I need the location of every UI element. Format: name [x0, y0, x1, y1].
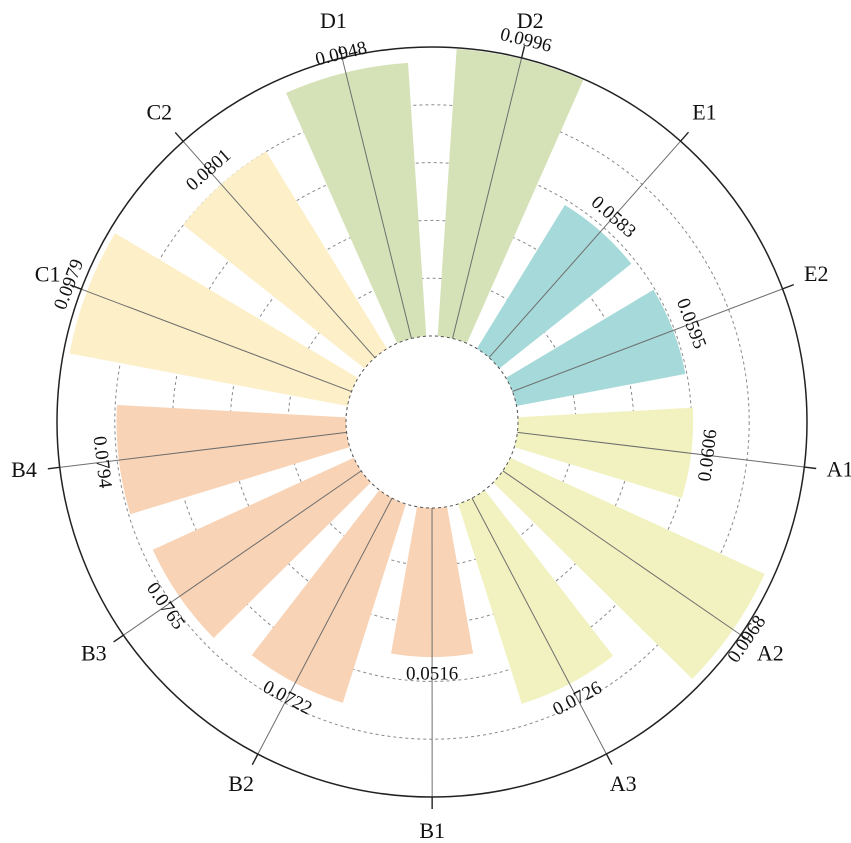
- category-label-c2: C2: [146, 100, 172, 125]
- category-label-e2: E2: [804, 261, 828, 286]
- spoke-e1: [488, 140, 681, 358]
- spoke-b4: [59, 431, 347, 468]
- category-label-a1: A1: [827, 456, 851, 481]
- bar-b4: [116, 404, 350, 515]
- axis-tick-b3: [113, 634, 124, 643]
- category-label-a3: A3: [610, 771, 637, 796]
- spoke-b3: [123, 470, 362, 636]
- category-label-b1: B1: [419, 818, 445, 843]
- axis-tick-a2: [740, 634, 751, 643]
- category-label-b3: B3: [81, 641, 107, 666]
- spokes-layer: [47, 46, 817, 810]
- value-label-a1: 0.0606: [694, 428, 721, 482]
- category-label-b4: B4: [11, 457, 37, 482]
- axis-tick-a1: [804, 466, 817, 470]
- axis-tick-c2: [174, 131, 184, 142]
- outer-ring: [56, 46, 808, 798]
- bar-c1: [69, 233, 359, 407]
- spoke-d1: [341, 57, 412, 339]
- value-label-b4: 0.0794: [89, 435, 116, 490]
- spoke-c2: [182, 141, 376, 358]
- category-label-c1: C1: [35, 261, 61, 286]
- value-label-d2: 0.0996: [498, 24, 554, 57]
- bar-b2: [251, 490, 406, 703]
- axis-tick-e1: [680, 131, 690, 142]
- category-label-b2: B2: [228, 771, 254, 796]
- spoke-d2: [452, 57, 523, 339]
- spoke-c1: [81, 288, 352, 393]
- axis-tick-e2: [782, 283, 795, 290]
- bar-d1: [286, 62, 427, 344]
- axis-tick-a3: [605, 753, 613, 765]
- axis-tick-b4: [47, 466, 60, 470]
- category-label-e1: E1: [692, 99, 716, 124]
- spoke-a3: [471, 497, 607, 755]
- axis-tick-b2: [251, 753, 259, 766]
- axis-tick-c1: [69, 284, 82, 290]
- bar-a2: [493, 457, 765, 679]
- spoke-a1: [517, 431, 805, 468]
- spoke-b2: [257, 497, 393, 755]
- bar-a3: [458, 489, 614, 704]
- bar-d2: [437, 48, 584, 344]
- value-label-e2: 0.0595: [672, 295, 710, 351]
- category-label-d1: D1: [320, 8, 347, 33]
- axis-tick-d2: [520, 46, 526, 59]
- value-label-b1: 0.0516: [406, 663, 458, 684]
- bars-layer: [69, 48, 765, 704]
- bar-b3: [152, 457, 371, 638]
- value-label-d1: 0.0948: [313, 37, 369, 70]
- spoke-e2: [512, 288, 783, 392]
- bar-a1: [514, 407, 694, 499]
- outer-layer: [56, 46, 808, 798]
- category-label-d2: D2: [517, 8, 544, 33]
- spoke-a2: [502, 470, 741, 636]
- inner-circle: [345, 335, 519, 509]
- axis-tick-d1: [338, 46, 343, 59]
- category-label-a2: A2: [757, 640, 784, 665]
